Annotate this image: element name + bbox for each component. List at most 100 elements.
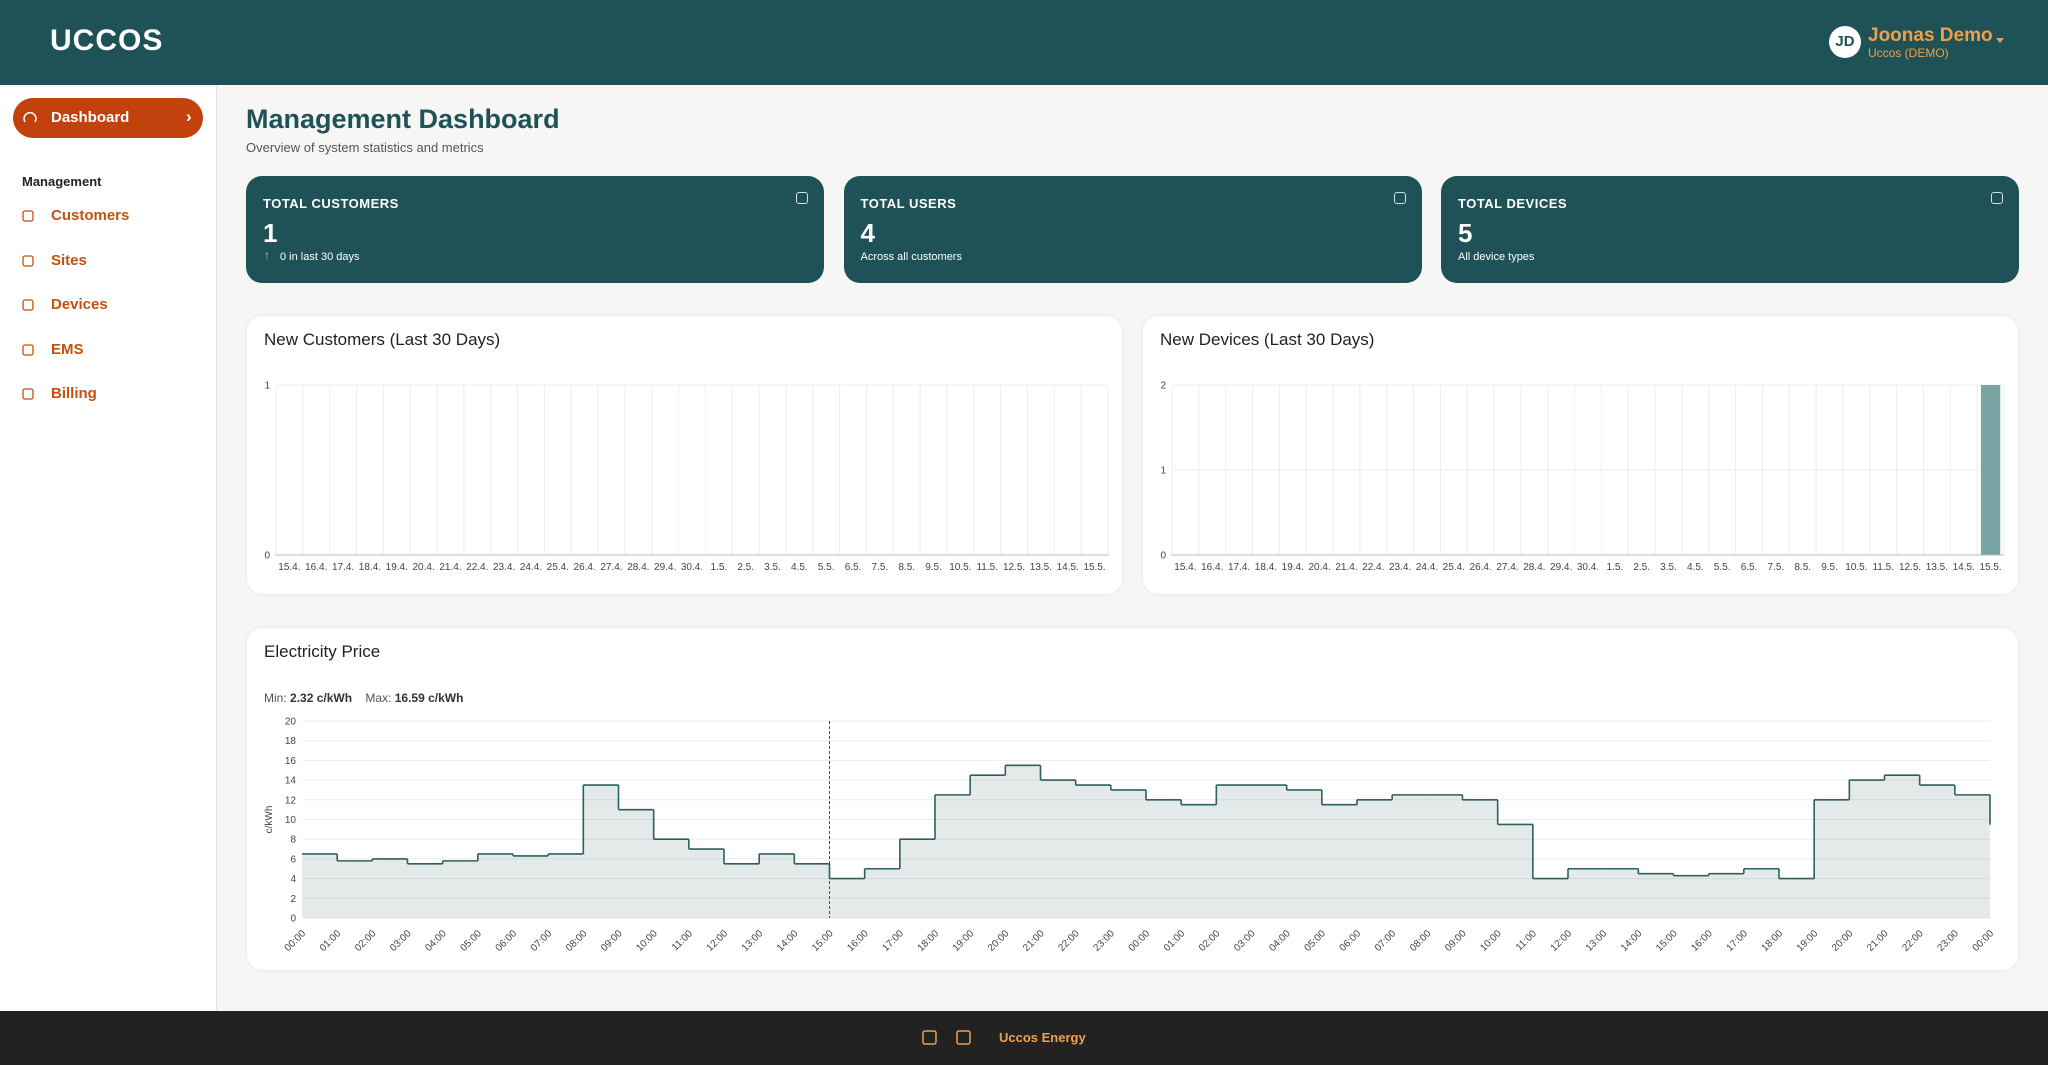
x-tick-label: 12.5. [1003,562,1025,573]
x-tick-label: 8.5. [1794,562,1811,573]
x-tick-label: 03:00 [388,928,414,954]
x-tick-label: 10:00 [1478,928,1504,954]
logo[interactable]: UCCOS [50,24,164,57]
x-tick-label: 11.5. [1872,562,1894,573]
stat-note: 0 in last 30 days [280,251,360,263]
dropdown-caret[interactable] [1996,38,2004,44]
x-tick-label: 12:00 [705,928,731,954]
x-tick-label: 22.4. [1362,562,1384,573]
x-tick-label: 11:00 [670,928,695,953]
x-tick-label: 15.4. [1174,562,1196,573]
x-tick-label: 22:00 [1900,928,1926,954]
x-tick-label: 12.5. [1899,562,1921,573]
stat-icon [1991,192,2003,204]
nav-item[interactable]: Sites [51,251,87,269]
x-tick-label: 19.4. [386,562,408,573]
x-tick-label: 22:00 [1056,928,1082,954]
x-tick-label: 05:00 [1302,928,1328,954]
x-tick-label: 15.5. [1979,562,2001,573]
x-tick-label: 18:00 [1760,928,1786,954]
x-tick-label: 15:00 [810,928,836,954]
nav-icon [22,388,34,400]
x-tick-label: 15:00 [1654,928,1680,954]
x-tick-label: 17:00 [880,928,906,954]
x-tick-label: 21.4. [439,562,461,573]
x-tick-label: 7.5. [1768,562,1785,573]
x-tick-label: 09:00 [599,928,625,954]
x-tick-label: 6.5. [1741,562,1758,573]
x-tick-label: 29.4. [654,562,676,573]
x-tick-label: 02:00 [353,928,379,954]
nav-item[interactable]: Customers [51,207,130,224]
trend-arrow: ↑ [264,248,270,262]
x-tick-label: 20:00 [1830,928,1856,954]
x-tick-label: 23:00 [1935,928,1961,954]
x-tick-label: 9.5. [1821,562,1838,573]
area [302,765,1990,918]
x-tick-label: 4.5. [1687,562,1704,573]
social-icons[interactable] [922,1030,972,1046]
x-tick-label: 19:00 [1795,928,1821,954]
x-tick-label: 20:00 [986,928,1012,954]
x-tick-label: 21:00 [1865,928,1891,954]
stat-note: Across all customers [860,251,962,263]
x-tick-label: 01:00 [318,928,344,954]
x-tick-label: 25.4. [547,562,569,573]
footer [0,1011,2048,1065]
x-tick-label: 12:00 [1549,928,1575,954]
nav-icon [22,299,34,311]
nav-icon [22,254,34,267]
user-name[interactable]: Joonas Demo [1868,25,1993,46]
x-tick-label: 16:00 [845,928,871,954]
x-tick-label: 13:00 [740,928,766,954]
x-tick-label: 3.5. [1660,562,1677,573]
y-tick-label: 10 [285,815,297,826]
x-tick-label: 7.5. [872,562,889,573]
chart-title: New Customers (Last 30 Days) [264,330,501,349]
x-tick-label: 6.5. [845,562,862,573]
footer-brand[interactable]: Uccos Energy [999,1030,1086,1045]
chart-panel: New Customers (Last 30 Days) 0 1 15.4. 16.4… [247,316,1122,594]
x-tick-label: 05:00 [458,928,484,954]
nav-item[interactable]: EMS [51,340,84,358]
nav-label: Dashboard [51,109,130,126]
x-tick-label: 26.4. [1470,562,1492,573]
x-tick-label: 18:00 [916,928,942,954]
nav-item[interactable]: Devices [51,296,108,313]
chart-panel: Electricity Price Min: 2.32 c/kWh Max: 1… [247,628,2018,970]
stat-value: 4 [860,218,875,248]
x-tick-label: 18.4. [1255,562,1277,573]
x-tick-label: 18.4. [359,562,381,573]
stat-label: Max: [365,691,392,705]
stat-value: 16.59 c/kWh [394,691,464,705]
x-tick-label: 17.4. [332,562,354,573]
x-tick-label: 17:00 [1724,928,1750,954]
x-tick-label: 22.4. [466,562,488,573]
y-tick-label: 12 [285,795,297,806]
x-tick-label: 11:00 [1514,928,1539,953]
x-tick-label: 08:00 [1408,928,1434,954]
x-tick-label: 23.4. [493,562,515,573]
stat-note: All device types [1458,251,1535,263]
x-tick-label: 1.5. [1606,562,1623,573]
x-tick-label: 5.5. [1714,562,1731,573]
sidebar [0,85,217,1011]
x-tick-label: 14:00 [1619,928,1645,954]
nav-dashboard[interactable]: Dashboard › [13,98,203,138]
x-tick-label: 00:00 [1971,928,1997,954]
stat-value: 5 [1458,218,1473,248]
stat-label: TOTAL DEVICES [1458,196,1568,211]
x-tick-label: 23:00 [1091,928,1117,954]
x-tick-label: 23.4. [1389,562,1411,573]
stat-card: TOTAL USERS 4 Across all customers [843,176,1422,283]
x-tick-label: 11.5. [976,562,998,573]
x-tick-label: 06:00 [1338,928,1364,954]
x-tick-label: 20.4. [412,562,434,573]
x-tick-label: 27.4. [600,562,622,573]
x-tick-label: 06:00 [494,928,520,954]
x-tick-label: 16.4. [1201,562,1223,573]
avatar[interactable]: JD [1829,26,1861,58]
x-tick-label: 16.4. [305,562,327,573]
nav-item[interactable]: Billing [51,385,97,402]
y-tick-label: 2 [290,894,296,905]
